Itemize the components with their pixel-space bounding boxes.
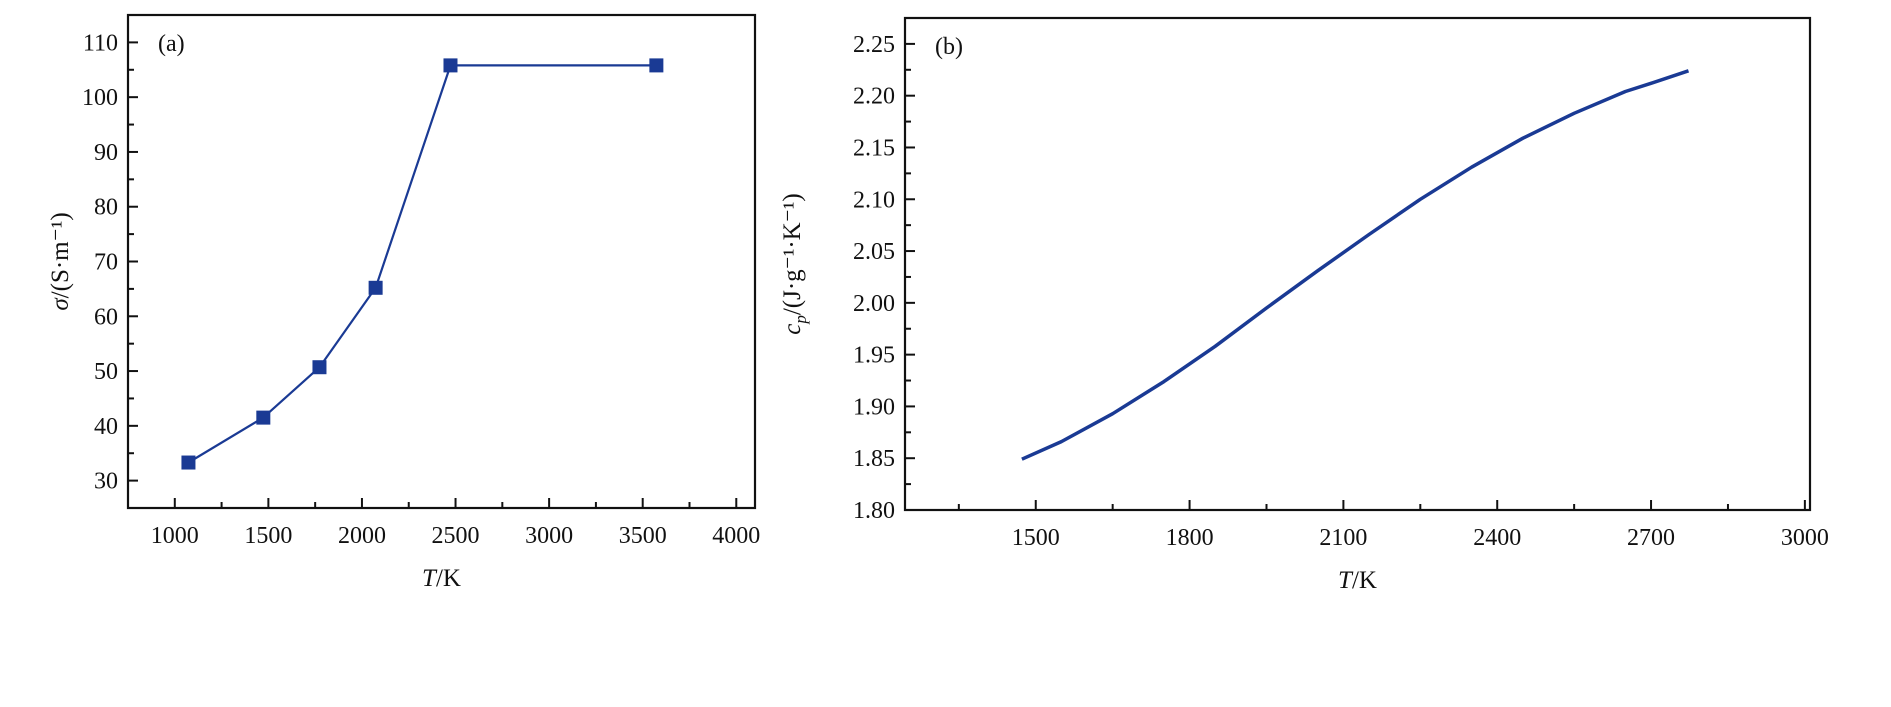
y-tick-label: 60 — [94, 304, 118, 330]
y-tick-label: 2.15 — [853, 135, 895, 161]
y-tick-label: 1.90 — [853, 394, 895, 420]
y-tick-label: 100 — [82, 85, 118, 111]
series-line-sigma — [187, 64, 657, 464]
x-tick-label: 1800 — [1166, 525, 1214, 551]
x-tick-label: 2100 — [1319, 525, 1367, 551]
x-tick-label: 2500 — [432, 523, 480, 549]
y-tick-label: 2.25 — [853, 32, 895, 58]
x-tick-label: 1500 — [244, 523, 292, 549]
chart-panel-a: 1000 1500 2000 2500 3000 3500 4000 30 40 50 60 70 80… — [47, 13, 760, 592]
data-point — [649, 58, 664, 73]
data-point — [181, 455, 196, 470]
panel-label: (b) — [935, 34, 963, 60]
y-tick-label: 2.00 — [853, 291, 895, 317]
y-tick-label: 50 — [94, 359, 118, 385]
y-axis-title: cp/(J·g⁻¹·K⁻¹) — [779, 193, 810, 335]
x-tick-label: 3500 — [619, 523, 667, 549]
data-point — [443, 58, 458, 73]
data-point — [256, 410, 271, 425]
panel-label: (a) — [158, 31, 185, 57]
x-tick-label: 2400 — [1473, 525, 1521, 551]
x-tick-label: 4000 — [712, 523, 760, 549]
y-tick-label: 110 — [83, 30, 118, 56]
x-tick-label: 3000 — [1781, 525, 1829, 551]
x-tick-label: 2000 — [338, 523, 386, 549]
y-tick-label: 90 — [94, 140, 118, 166]
x-tick-label: 3000 — [525, 523, 573, 549]
x-tick-label: 1500 — [1012, 525, 1060, 551]
y-tick-label: 1.80 — [853, 498, 895, 524]
y-tick-label: 2.20 — [853, 84, 895, 110]
series-line-cp — [1021, 69, 1690, 461]
x-axis-title: T/K — [1338, 567, 1377, 594]
plot-frame — [903, 16, 1812, 512]
x-tick-label: 1000 — [151, 523, 199, 549]
y-tick-label: 1.95 — [853, 343, 895, 369]
y-tick-label: 80 — [94, 195, 118, 221]
y-axis-title: σ/(S·m⁻¹) — [47, 212, 74, 310]
y-tick-label: 30 — [94, 469, 118, 495]
y-tick-label: 40 — [94, 414, 118, 440]
y-tick-label: 1.85 — [853, 446, 895, 472]
y-tick-label: 2.10 — [853, 187, 895, 213]
data-point — [312, 360, 327, 375]
x-tick-label: 2700 — [1627, 525, 1675, 551]
data-point — [368, 280, 383, 295]
y-tick-label: 2.05 — [853, 239, 895, 265]
chart-panel-b: 1500 1800 2100 2400 2700 3000 1.80 1.85 1.90 1.95… — [779, 16, 1829, 594]
y-tick-label: 70 — [94, 250, 118, 276]
x-axis-title: T/K — [422, 565, 461, 592]
